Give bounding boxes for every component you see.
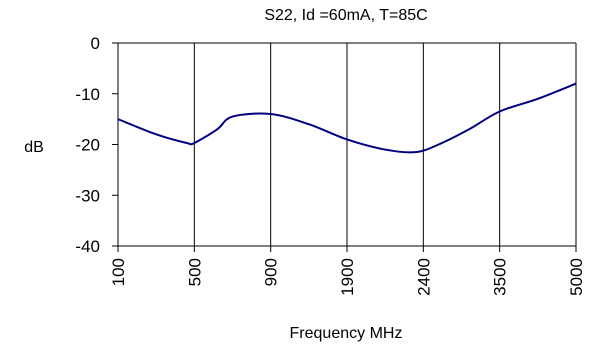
series-line-0 xyxy=(117,82,577,154)
y-tick-label: -20 xyxy=(75,136,100,155)
x-tick-label: 3500 xyxy=(491,258,510,296)
x-axis-label: Frequency MHz xyxy=(290,325,403,342)
y-tick-label: 0 xyxy=(91,34,100,53)
x-tick-label: 900 xyxy=(262,258,281,286)
x-tick-label: 2400 xyxy=(414,258,433,296)
x-tick-label: 1900 xyxy=(338,258,357,296)
chart-title: S22, Id =60mA, T=85C xyxy=(264,7,427,24)
x-tick-label: 500 xyxy=(185,258,204,286)
y-axis-label: dB xyxy=(24,139,44,156)
plot-area: 0 -10 -20 -30 -40 100 500 900 1900 2400 3500 5000 xyxy=(75,34,586,296)
y-tick-label: -40 xyxy=(75,237,100,256)
x-tick-label: 5000 xyxy=(567,258,586,296)
y-tick-label: -30 xyxy=(75,186,100,205)
y-tick-label: -10 xyxy=(75,85,100,104)
x-tick-label: 100 xyxy=(109,258,128,286)
